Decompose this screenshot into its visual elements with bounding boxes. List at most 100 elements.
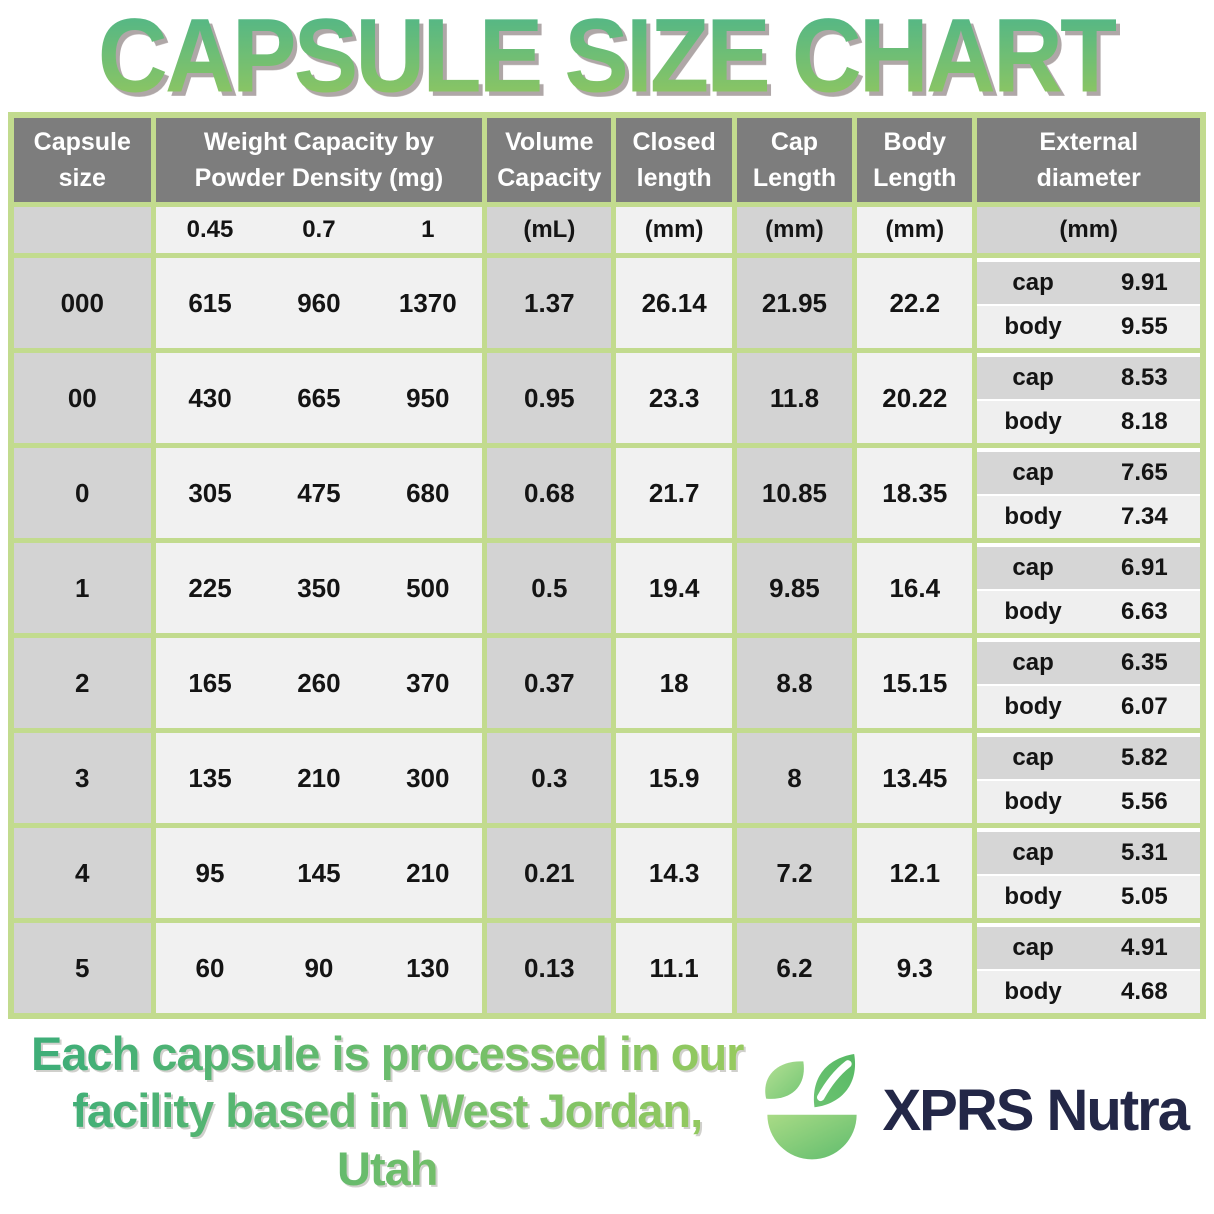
external-body-value: 6.07 xyxy=(1121,693,1168,720)
external-body-label: body xyxy=(1004,313,1062,340)
unit-closed-length: (mm) xyxy=(616,207,732,253)
weight-value-2: 500 xyxy=(406,572,450,603)
weight-value-1: 260 xyxy=(297,667,341,698)
external-body-value: 6.63 xyxy=(1121,598,1168,625)
cap-length-value: 10.85 xyxy=(736,448,853,538)
external-body-label: body xyxy=(1004,408,1062,435)
footer-line-2: facility based in West Jordan, Utah xyxy=(72,1084,703,1195)
external-body-label: body xyxy=(1004,788,1062,815)
weight-value-0: 135 xyxy=(188,762,232,793)
external-diameter-cell: cap 5.31 body 5.05 xyxy=(977,828,1200,918)
cap-length-value: 8 xyxy=(736,733,853,823)
weight-values: 225 350 500 xyxy=(155,543,483,633)
volume-capacity-value: 1.37 xyxy=(487,258,612,348)
external-cap-row: cap 6.35 xyxy=(977,642,1200,684)
external-body-label: body xyxy=(1004,978,1062,1005)
footer-tagline: Each capsule is processed in our facilit… xyxy=(24,1025,750,1197)
external-diameter-cell: cap 4.91 body 4.68 xyxy=(977,923,1200,1013)
external-body-value: 5.05 xyxy=(1121,883,1168,910)
weight-value-2: 130 xyxy=(406,952,450,983)
weight-value-1: 145 xyxy=(297,857,341,888)
external-body-label: body xyxy=(1004,598,1062,625)
capsule-size-value: 1 xyxy=(14,543,151,633)
external-cap-label: cap xyxy=(1012,554,1054,581)
title-wrap: CAPSULE SIZE CHART xyxy=(0,0,1214,114)
closed-length-value: 15.9 xyxy=(616,733,732,823)
external-cap-label: cap xyxy=(1012,839,1054,866)
closed-length-value: 23.3 xyxy=(616,353,732,443)
brand-name: XPRS Nutra xyxy=(882,1078,1190,1144)
external-body-row: body 5.05 xyxy=(977,876,1200,918)
volume-capacity-value: 0.68 xyxy=(487,448,612,538)
weight-value-2: 370 xyxy=(406,667,450,698)
body-length-value: 22.2 xyxy=(857,258,973,348)
external-cap-label: cap xyxy=(1012,459,1054,486)
external-body-row: body 6.07 xyxy=(977,686,1200,728)
external-body-value: 7.34 xyxy=(1121,503,1168,530)
body-length-value: 9.3 xyxy=(857,923,973,1013)
weight-value-2: 1370 xyxy=(398,287,457,318)
capsule-size-value: 5 xyxy=(14,923,151,1013)
unit-density-07: 0.7 xyxy=(302,216,336,243)
external-body-label: body xyxy=(1004,693,1062,720)
external-diameter-cell: cap 8.53 body 8.18 xyxy=(977,353,1200,443)
external-cap-value: 6.35 xyxy=(1121,649,1168,676)
capsule-size-value: 00 xyxy=(14,353,151,443)
weight-values: 135 210 300 xyxy=(155,733,483,823)
closed-length-value: 19.4 xyxy=(616,543,732,633)
volume-capacity-value: 0.13 xyxy=(487,923,612,1013)
external-cap-value: 7.65 xyxy=(1121,459,1168,486)
body-length-value: 16.4 xyxy=(857,543,973,633)
external-body-value: 9.55 xyxy=(1121,313,1168,340)
closed-length-value: 21.7 xyxy=(616,448,732,538)
external-cap-value: 5.82 xyxy=(1121,744,1168,771)
weight-value-0: 95 xyxy=(195,857,225,888)
external-cap-value: 5.31 xyxy=(1121,839,1168,866)
capsule-size-value: 000 xyxy=(14,258,151,348)
external-diameter-cell: cap 5.82 body 5.56 xyxy=(977,733,1200,823)
weight-values: 95 145 210 xyxy=(155,828,483,918)
external-cap-row: cap 6.91 xyxy=(977,547,1200,589)
cap-length-value: 6.2 xyxy=(736,923,853,1013)
body-length-value: 18.35 xyxy=(857,448,973,538)
header-closed-length: Closed length xyxy=(616,118,732,202)
unit-cap-length: (mm) xyxy=(736,207,853,253)
header-body-length: Body Length xyxy=(857,118,973,202)
weight-values: 430 665 950 xyxy=(155,353,483,443)
header-capsule-size: Capsule size xyxy=(14,118,151,202)
external-cap-label: cap xyxy=(1012,364,1054,391)
body-length-value: 13.45 xyxy=(857,733,973,823)
external-body-row: body 4.68 xyxy=(977,971,1200,1013)
footer-line-1: Each capsule is processed in our xyxy=(31,1027,744,1080)
closed-length-value: 11.1 xyxy=(616,923,732,1013)
weight-value-2: 300 xyxy=(406,762,450,793)
weight-value-0: 225 xyxy=(188,572,232,603)
volume-capacity-value: 0.21 xyxy=(487,828,612,918)
external-cap-value: 6.91 xyxy=(1121,554,1168,581)
weight-value-2: 950 xyxy=(406,382,450,413)
external-body-value: 8.18 xyxy=(1121,408,1168,435)
weight-value-1: 210 xyxy=(297,762,341,793)
volume-capacity-value: 0.5 xyxy=(487,543,612,633)
weight-value-0: 165 xyxy=(188,667,232,698)
unit-densities: 0.45 0.7 1 xyxy=(155,207,483,253)
external-body-row: body 8.18 xyxy=(977,401,1200,443)
external-body-row: body 6.63 xyxy=(977,591,1200,633)
brand: XPRS Nutra xyxy=(750,1049,1190,1173)
weight-value-0: 60 xyxy=(195,952,225,983)
size-table: Capsule size Weight Capacity by Powder D… xyxy=(8,112,1206,1019)
capsule-size-value: 4 xyxy=(14,828,151,918)
body-length-value: 12.1 xyxy=(857,828,973,918)
external-cap-row: cap 5.31 xyxy=(977,832,1200,874)
external-cap-row: cap 5.82 xyxy=(977,737,1200,779)
external-diameter-cell: cap 7.65 body 7.34 xyxy=(977,448,1200,538)
weight-values: 60 90 130 xyxy=(155,923,483,1013)
external-cap-label: cap xyxy=(1012,649,1054,676)
cap-length-value: 8.8 xyxy=(736,638,853,728)
external-body-value: 4.68 xyxy=(1121,978,1168,1005)
weight-value-2: 210 xyxy=(406,857,450,888)
header-volume-capacity: Volume Capacity xyxy=(487,118,612,202)
weight-values: 165 260 370 xyxy=(155,638,483,728)
unit-density-045: 0.45 xyxy=(186,216,234,243)
